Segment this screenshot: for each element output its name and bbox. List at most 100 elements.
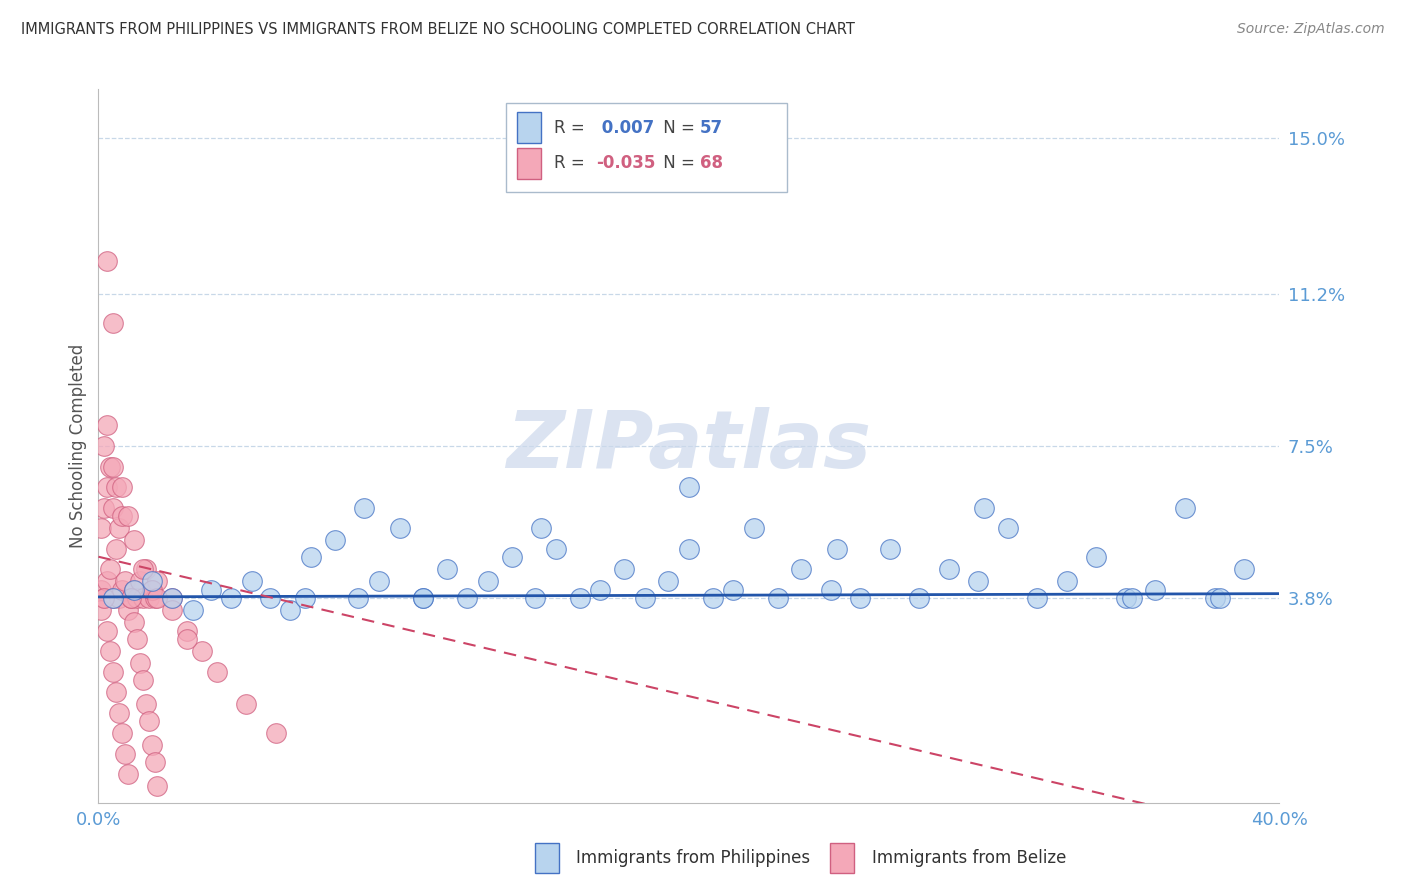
Text: 57: 57 <box>700 119 723 136</box>
Point <box>967 574 990 589</box>
Point <box>117 508 139 523</box>
Point <box>259 591 281 605</box>
Point <box>90 521 112 535</box>
Text: IMMIGRANTS FROM PHILIPPINES VS IMMIGRANTS FROM BELIZE NO SCHOOLING COMPLETED COR: IMMIGRANTS FROM PHILIPPINES VS IMMIGRANT… <box>21 22 855 37</box>
Point <box>501 549 523 564</box>
Point <box>1026 591 1049 605</box>
Point <box>176 624 198 638</box>
Point <box>353 500 375 515</box>
Point <box>323 533 346 548</box>
Text: 68: 68 <box>700 154 723 172</box>
Point <box>412 591 434 605</box>
Point <box>111 480 134 494</box>
Point <box>1121 591 1143 605</box>
Point <box>938 562 960 576</box>
Text: Immigrants from Belize: Immigrants from Belize <box>872 849 1066 867</box>
Point <box>678 541 700 556</box>
Point <box>122 582 145 597</box>
Point <box>122 582 145 597</box>
Point <box>908 591 931 605</box>
Text: Immigrants from Philippines: Immigrants from Philippines <box>576 849 811 867</box>
Point <box>790 562 813 576</box>
Point <box>1085 549 1108 564</box>
Point <box>1204 591 1226 605</box>
Point <box>128 574 150 589</box>
Text: -0.035: -0.035 <box>596 154 655 172</box>
Point <box>141 574 163 589</box>
Point <box>108 591 131 605</box>
Point <box>141 582 163 597</box>
Point <box>820 582 842 597</box>
Text: R =: R = <box>554 119 591 136</box>
Point <box>368 574 391 589</box>
Point <box>103 459 125 474</box>
Point <box>849 591 872 605</box>
Point <box>103 591 125 605</box>
Point <box>235 698 257 712</box>
Point <box>114 747 136 761</box>
Point <box>108 521 131 535</box>
Point <box>111 508 134 523</box>
Point <box>120 591 142 605</box>
Point <box>103 500 125 515</box>
Point <box>240 574 263 589</box>
Point <box>143 755 166 769</box>
Point <box>294 591 316 605</box>
Point <box>108 706 131 720</box>
Point <box>93 591 115 605</box>
Point <box>132 562 155 576</box>
Point <box>997 521 1019 535</box>
Point <box>96 480 118 494</box>
Point <box>530 521 553 535</box>
Point <box>132 673 155 687</box>
Point <box>633 591 655 605</box>
Point <box>388 521 411 535</box>
Point <box>299 549 322 564</box>
Point <box>111 582 134 597</box>
Point <box>90 582 112 597</box>
Point <box>98 562 121 576</box>
Point <box>766 591 789 605</box>
Point <box>111 726 134 740</box>
Point <box>117 603 139 617</box>
Point <box>146 780 169 794</box>
Point <box>96 624 118 638</box>
Text: N =: N = <box>658 154 700 172</box>
Point <box>146 574 169 589</box>
Point <box>176 632 198 646</box>
Point <box>1174 500 1197 515</box>
Point <box>613 562 636 576</box>
Point <box>141 739 163 753</box>
Point <box>1056 574 1078 589</box>
Point <box>1233 562 1256 576</box>
Point <box>90 603 112 617</box>
Point <box>657 574 679 589</box>
Point <box>143 591 166 605</box>
Point <box>125 632 148 646</box>
Text: ZIPatlas: ZIPatlas <box>506 407 872 485</box>
Point <box>162 603 183 617</box>
Point <box>105 541 128 556</box>
Point <box>135 562 157 576</box>
Point <box>162 591 183 605</box>
Point <box>205 665 228 679</box>
Point <box>181 603 204 617</box>
Point <box>1209 591 1232 605</box>
Point <box>477 574 499 589</box>
Point <box>1144 582 1167 597</box>
Point <box>138 591 160 605</box>
Point <box>162 591 183 605</box>
Point <box>436 562 458 576</box>
Point <box>98 459 121 474</box>
Text: 0.007: 0.007 <box>596 119 654 136</box>
Point <box>412 591 434 605</box>
Point <box>114 574 136 589</box>
Point <box>117 767 139 781</box>
Point <box>93 591 115 605</box>
Text: R =: R = <box>554 154 591 172</box>
Point <box>103 665 125 679</box>
Text: Source: ZipAtlas.com: Source: ZipAtlas.com <box>1237 22 1385 37</box>
Point <box>132 591 155 605</box>
Point <box>135 698 157 712</box>
Point <box>125 591 148 605</box>
